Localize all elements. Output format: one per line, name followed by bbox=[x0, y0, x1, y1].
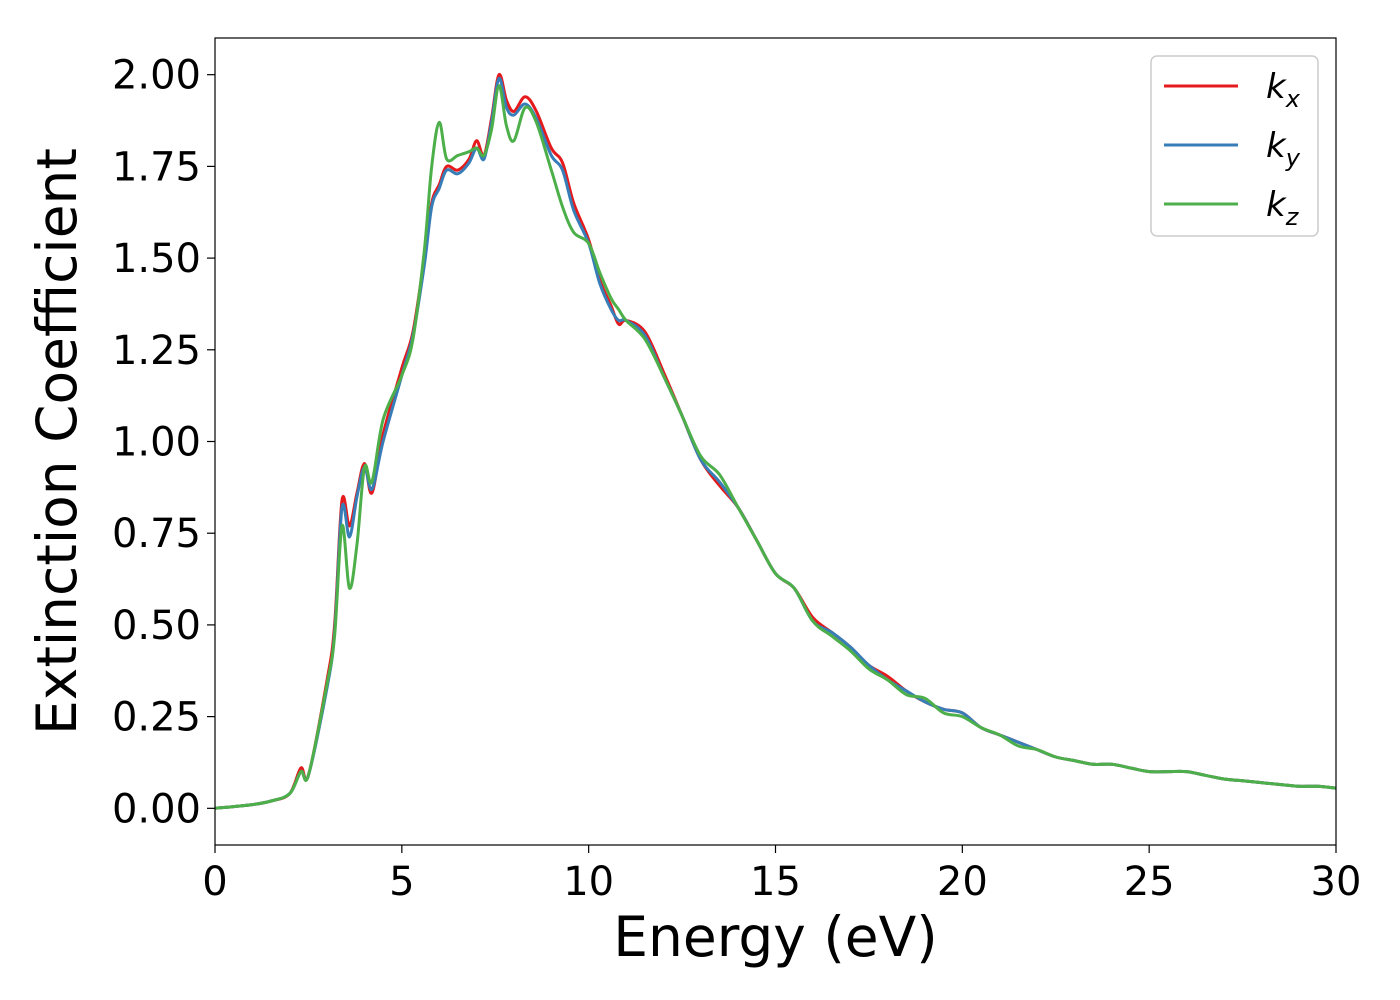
x-tick-label: 0 bbox=[202, 859, 227, 905]
y-tick-label: 0.25 bbox=[112, 695, 201, 741]
y-tick-label: 0.00 bbox=[112, 786, 201, 832]
y-tick-label: 2.00 bbox=[112, 53, 201, 99]
x-axis: 0 5 10 15 20 25 30 bbox=[202, 845, 1361, 905]
legend-label-z: kz bbox=[1266, 185, 1300, 231]
y-axis-label: Extinction Coefficient bbox=[25, 148, 89, 735]
legend: kx ky kz bbox=[1150, 55, 1319, 237]
legend-label-x: kx bbox=[1266, 67, 1301, 113]
y-tick-label: 1.25 bbox=[112, 328, 201, 374]
x-tick-label: 10 bbox=[563, 859, 614, 905]
y-tick-label: 0.50 bbox=[112, 603, 201, 649]
x-tick-label: 30 bbox=[1311, 859, 1362, 905]
x-tick-label: 20 bbox=[937, 859, 988, 905]
x-tick-label: 5 bbox=[389, 859, 414, 905]
legend-label-y: ky bbox=[1266, 126, 1301, 172]
series-layer bbox=[214, 73, 1337, 810]
y-tick-label: 1.50 bbox=[112, 236, 201, 282]
x-tick-label: 15 bbox=[750, 859, 801, 905]
x-axis-label: Energy (eV) bbox=[613, 905, 937, 969]
y-axis: 0.00 0.25 0.50 0.75 1.00 1.25 1.50 1.75 2.00 bbox=[112, 53, 215, 832]
y-tick-label: 1.00 bbox=[112, 420, 201, 466]
x-tick-label: 25 bbox=[1124, 859, 1175, 905]
y-tick-label: 0.75 bbox=[112, 511, 201, 557]
series-line-z bbox=[214, 84, 1337, 810]
y-tick-label: 1.75 bbox=[112, 144, 201, 190]
